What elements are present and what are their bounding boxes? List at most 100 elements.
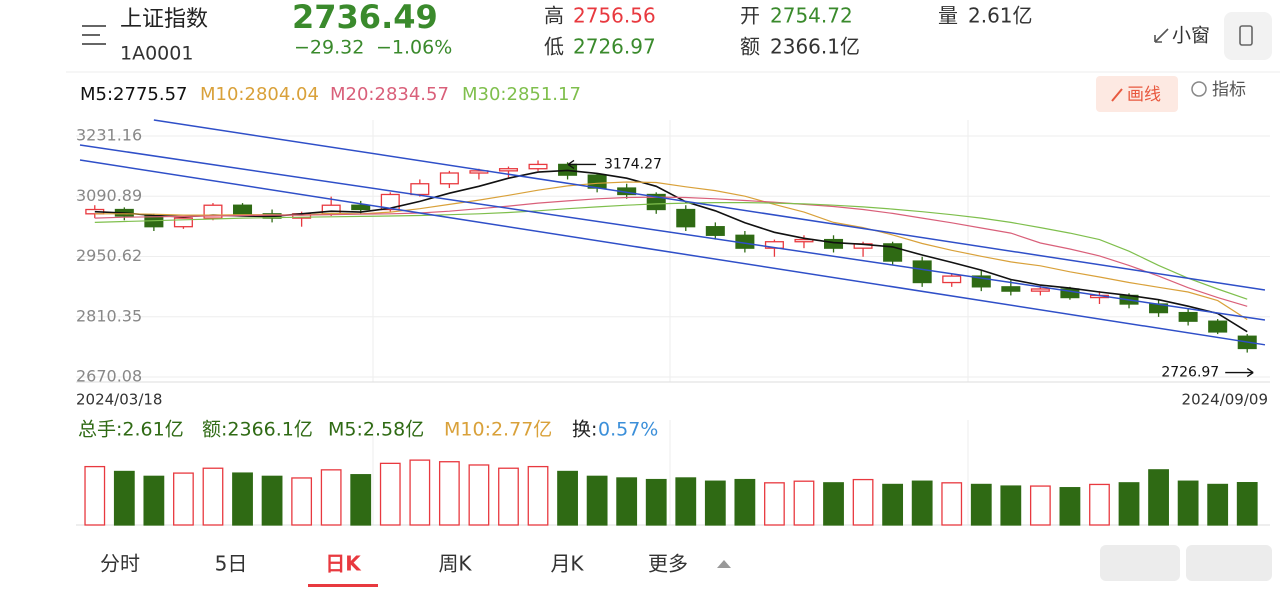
candle-body bbox=[498, 168, 518, 172]
x-tick-label: 2024/03/18 bbox=[76, 391, 162, 409]
candle-body bbox=[173, 217, 193, 228]
candle-body bbox=[439, 172, 459, 185]
volume-bar bbox=[202, 467, 224, 526]
volume-bar bbox=[616, 477, 638, 526]
value: 2366.1亿 bbox=[770, 35, 860, 59]
tab[interactable]: 日K bbox=[325, 552, 362, 576]
volume-bar bbox=[793, 480, 815, 526]
y-tick-label: 2670.08 bbox=[76, 367, 142, 386]
more-arrow bbox=[717, 560, 731, 568]
legend-entry: M5:2775.57 bbox=[80, 84, 187, 105]
tab[interactable]: 5日 bbox=[215, 552, 248, 576]
annotation-arrow bbox=[567, 159, 597, 169]
candle-body bbox=[971, 275, 991, 288]
legend-entry: M30:2851.17 bbox=[462, 84, 581, 105]
ma-line bbox=[94, 196, 1248, 307]
tab[interactable]: 更多 bbox=[648, 552, 688, 576]
volume-bar bbox=[232, 472, 253, 526]
candle-body bbox=[1208, 320, 1228, 333]
tab[interactable]: 分时 bbox=[100, 552, 140, 576]
candle-body bbox=[1001, 286, 1021, 292]
volume-bar bbox=[291, 477, 313, 526]
y-tick-label: 3231.16 bbox=[76, 126, 142, 145]
volume-bar bbox=[84, 465, 106, 526]
candle-body bbox=[942, 275, 962, 284]
tab[interactable]: 周K bbox=[438, 552, 472, 576]
candle-body bbox=[587, 174, 607, 189]
legend-entry: M20:2834.57 bbox=[330, 84, 449, 105]
trend-line bbox=[79, 159, 1266, 346]
volume-bar bbox=[764, 482, 785, 526]
volume-bar bbox=[882, 483, 904, 526]
volume-bar bbox=[734, 478, 756, 526]
y-tick-label: 2950.62 bbox=[76, 246, 142, 265]
value: 2756.56 bbox=[573, 4, 656, 28]
small-window[interactable]: 小窗 bbox=[1154, 25, 1210, 47]
candle-body bbox=[1030, 288, 1050, 292]
change: −29.32 bbox=[294, 37, 364, 59]
draw-label: 画线 bbox=[1127, 85, 1161, 105]
candle-body bbox=[351, 204, 371, 211]
volume-bar bbox=[350, 474, 372, 526]
indicator-button[interactable]: 指标 bbox=[1191, 80, 1246, 100]
candle-body bbox=[794, 238, 814, 243]
label: 额 bbox=[740, 35, 760, 59]
volume-bar bbox=[1148, 469, 1169, 526]
blurred-button[interactable] bbox=[1186, 545, 1272, 581]
value: 2.61亿 bbox=[968, 4, 1033, 28]
indicator-label: 指标 bbox=[1212, 80, 1246, 100]
candle-body bbox=[824, 238, 844, 249]
y-tick-label: 3090.89 bbox=[76, 186, 142, 205]
candle-body bbox=[1178, 311, 1198, 322]
tab-underline bbox=[308, 584, 378, 587]
stock-code: 1A0001 bbox=[120, 43, 193, 65]
candle-body bbox=[528, 163, 548, 170]
ma-line bbox=[94, 202, 1248, 300]
volume-bar bbox=[113, 470, 135, 526]
y-tick-label: 2810.35 bbox=[76, 306, 142, 325]
ma-line bbox=[94, 169, 1248, 333]
annotation: 3174.27 bbox=[604, 156, 662, 172]
candle-body bbox=[380, 193, 400, 211]
device-button[interactable] bbox=[1224, 12, 1272, 60]
volume-legend: 换: bbox=[572, 419, 597, 441]
volume-bar bbox=[704, 480, 726, 526]
volume-bar bbox=[586, 475, 608, 526]
draw-button[interactable]: 画线 bbox=[1096, 76, 1178, 112]
volume-bar bbox=[645, 478, 667, 526]
ma-line bbox=[94, 181, 1248, 321]
volume-bar bbox=[1236, 482, 1258, 526]
value: 2726.97 bbox=[573, 35, 656, 59]
trend-line bbox=[153, 119, 1266, 291]
volume-bar bbox=[261, 475, 283, 526]
volume-bar bbox=[409, 459, 431, 526]
change-pct: −1.06% bbox=[376, 37, 452, 59]
annotation: 2726.97 bbox=[1161, 365, 1219, 381]
value: 2754.72 bbox=[770, 4, 853, 28]
volume-bar bbox=[527, 465, 549, 526]
label: 量 bbox=[938, 4, 958, 28]
tab[interactable]: 月K bbox=[550, 552, 584, 576]
volume-bar bbox=[823, 482, 844, 526]
volume-bar bbox=[1089, 483, 1110, 526]
volume-legend: 0.57% bbox=[598, 419, 658, 441]
candle-body bbox=[469, 170, 489, 174]
label: 开 bbox=[740, 4, 760, 28]
candle-body bbox=[912, 260, 932, 284]
volume-legend: M10:2.77亿 bbox=[444, 419, 552, 441]
volume-legend: 总手:2.61亿 bbox=[78, 419, 184, 441]
trend-line bbox=[79, 144, 1266, 321]
blurred-button[interactable] bbox=[1100, 545, 1180, 581]
volume-bar bbox=[468, 464, 490, 526]
volume-bar bbox=[557, 470, 578, 526]
volume-bar bbox=[852, 478, 874, 526]
volume-bar bbox=[1000, 485, 1022, 526]
candle-body bbox=[676, 208, 696, 228]
volume-bar bbox=[498, 467, 519, 526]
volume-bar bbox=[320, 469, 342, 526]
volume-bar bbox=[173, 472, 194, 526]
menu-icon[interactable] bbox=[82, 25, 106, 45]
volume-bar bbox=[911, 480, 933, 526]
label: 高 bbox=[544, 4, 564, 28]
